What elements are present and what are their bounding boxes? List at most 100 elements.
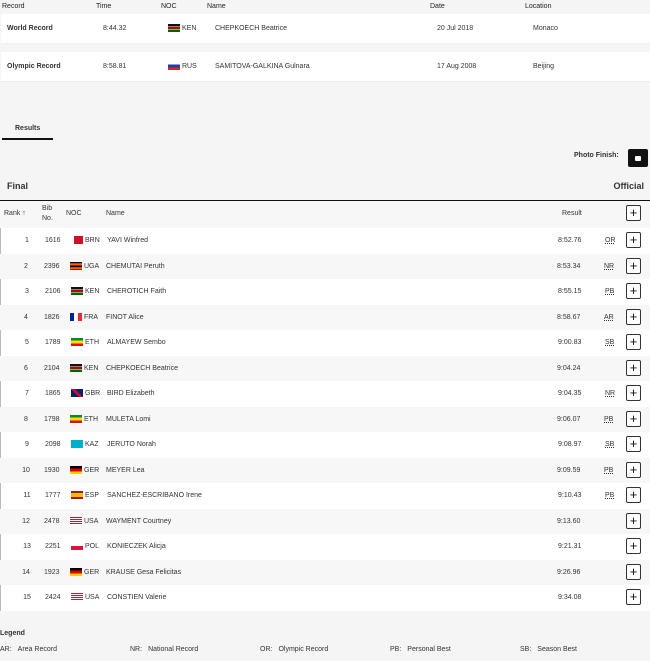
noc: KEN	[85, 287, 100, 295]
expand-row-button[interactable]: +	[626, 385, 641, 401]
bib: 2251	[45, 543, 61, 550]
noc-header: NOC	[66, 210, 82, 217]
expand-row-button[interactable]: +	[626, 334, 641, 350]
table-row: 7 1865 GBR BIRD Elizabeth 9:04.35 NR +	[0, 381, 650, 407]
bib: 1789	[45, 339, 61, 346]
expand-row-button[interactable]: +	[626, 589, 641, 605]
record-mark: PB	[604, 415, 614, 423]
athlete-name[interactable]: CHEMUTAI Peruth	[106, 262, 165, 270]
record-time: 8:44.32	[103, 25, 127, 32]
result-time: 9:34.08	[558, 594, 582, 601]
expand-row-button[interactable]: +	[626, 487, 641, 503]
bib: 1826	[44, 313, 60, 321]
records-header-cell: Date	[430, 3, 445, 10]
expand-row-button[interactable]: +	[626, 461, 641, 478]
result-header: Result	[562, 210, 582, 217]
flag-icon	[168, 62, 180, 70]
bib: 2478	[44, 517, 60, 525]
noc: GER	[84, 466, 100, 474]
athlete-name[interactable]: MULETA Lomi	[106, 415, 151, 423]
rank: 15	[23, 594, 31, 601]
rank: 9	[25, 441, 29, 448]
athlete-name[interactable]: KRAUSE Gesa Felicitas	[106, 568, 182, 576]
athlete-name[interactable]: MEYER Lea	[106, 466, 145, 474]
rank: 10	[22, 466, 30, 474]
results-header: Rank ↑ Bib No. NOC Name Result +	[0, 201, 650, 228]
athlete-name[interactable]: FINOT Alice	[106, 313, 144, 321]
expand-row-button[interactable]: +	[626, 538, 641, 554]
expand-row-button[interactable]: +	[626, 232, 641, 248]
flag-icon	[168, 24, 180, 32]
table-row: 10 1930 GER MEYER Lea 9:09.59 PB +	[0, 457, 650, 483]
bib: 1930	[44, 466, 60, 474]
flag-icon	[70, 312, 82, 321]
noc: BRN	[85, 236, 100, 244]
athlete-name[interactable]: ALMAYEW Sembo	[107, 339, 166, 346]
expand-row-button[interactable]: +	[626, 436, 641, 452]
noc: ETH	[84, 415, 98, 423]
athlete-name[interactable]: JERUTO Norah	[107, 441, 156, 448]
flag-icon	[71, 440, 83, 448]
noc: UGA	[84, 262, 100, 270]
table-row: 9 2098 KAZ JERUTO Norah 9:08.97 SB +	[0, 432, 650, 458]
bib: 1798	[44, 415, 60, 423]
expand-row-button[interactable]: +	[626, 308, 641, 325]
legend-item: AR: Area Record	[0, 646, 57, 653]
expand-row-button[interactable]: +	[626, 563, 641, 580]
rank: 13	[23, 543, 31, 550]
records-header-cell: Name	[207, 3, 226, 10]
record-date: 17 Aug 2008	[437, 63, 477, 70]
rank: 14	[22, 568, 30, 576]
expand-row-button[interactable]: +	[626, 257, 641, 274]
name-header: Name	[106, 210, 125, 217]
noc: ETH	[85, 338, 99, 346]
bib-header: Bib No.	[42, 205, 53, 222]
records-header-cell: NOC	[161, 3, 177, 10]
flag-icon	[71, 542, 83, 550]
bib: 2106	[45, 288, 61, 295]
athlete-name[interactable]: YAVI Winfred	[107, 237, 148, 244]
athlete-name[interactable]: SANCHEZ-ESCRIBANO Irene	[107, 492, 202, 499]
flag-icon	[71, 593, 83, 601]
expand-all-button[interactable]: +	[626, 205, 641, 221]
photo-finish-button[interactable]	[628, 149, 648, 167]
rank: 8	[24, 415, 28, 423]
expand-row-button[interactable]: +	[626, 512, 641, 529]
record-row: World Record 8:44.32 KEN CHEPKOECH Beatr…	[1, 14, 650, 44]
athlete-name[interactable]: KONIECZEK Alicja	[107, 543, 166, 550]
bib: 1616	[45, 237, 61, 244]
record-mark: NR	[604, 262, 615, 270]
result-time: 8:52.76	[558, 237, 582, 244]
camera-icon	[635, 156, 641, 161]
records-header-cell: Record	[2, 3, 25, 10]
athlete-name[interactable]: CHEPKOECH Beatrice	[106, 364, 178, 372]
rank: 2	[24, 262, 28, 270]
table-row: 6 2104 KEN CHEPKOECH Beatrice 9:04.24 +	[0, 355, 650, 381]
table-row: 12 2478 USA WAYMENT Courtney 9:13.60 +	[0, 508, 650, 534]
rank-header[interactable]: Rank ↑	[4, 210, 26, 217]
table-row: 2 2396 UGA CHEMUTAI Peruth 8:53.34 NR +	[0, 253, 650, 279]
flag-icon	[70, 516, 82, 525]
expand-row-button[interactable]: +	[626, 410, 641, 427]
result-time: 9:13.60	[557, 517, 581, 525]
athlete-name[interactable]: CHEROTICH Faith	[107, 288, 167, 295]
expand-row-button[interactable]: +	[626, 283, 641, 299]
tab-results[interactable]: Results	[15, 125, 41, 132]
record-mark: NR	[605, 390, 616, 397]
expand-row-button[interactable]: +	[626, 359, 641, 376]
record-mark: AR	[604, 313, 614, 321]
record-mark: OR	[605, 237, 616, 244]
noc: FRA	[84, 313, 98, 321]
athlete-name[interactable]: BIRD Elizabeth	[107, 390, 155, 397]
divider	[0, 200, 650, 201]
result-time: 9:06.07	[557, 415, 581, 423]
result-time: 8:58.67	[557, 313, 581, 321]
bib: 2098	[45, 441, 61, 448]
record-mark: PB	[605, 288, 615, 295]
bib: 2104	[44, 364, 60, 372]
photo-finish-label: Photo Finish:	[574, 152, 619, 159]
athlete-name[interactable]: WAYMENT Courtney	[106, 517, 172, 525]
table-row: 8 1798 ETH MULETA Lomi 9:06.07 PB +	[0, 406, 650, 432]
flag-icon	[70, 261, 82, 270]
athlete-name[interactable]: CONSTIEN Valerie	[107, 594, 167, 601]
